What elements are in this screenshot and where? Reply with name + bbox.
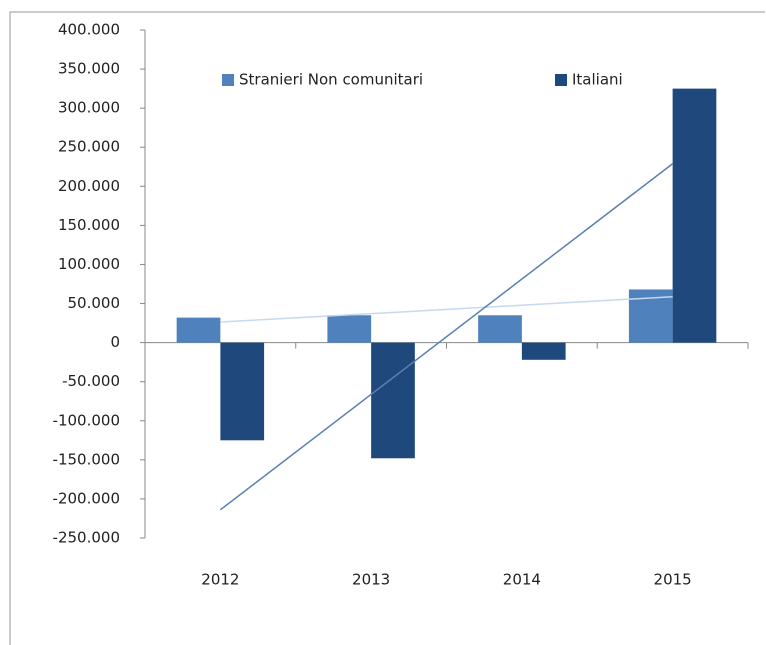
y-tick-label: 350.000 (58, 60, 120, 78)
bar (327, 315, 372, 343)
y-tick-label: 200.000 (58, 177, 120, 195)
trendline (219, 163, 674, 511)
trendline (220, 295, 673, 323)
y-tick-label: -100.000 (53, 411, 120, 429)
y-tick-label: 50.000 (68, 294, 121, 312)
legend-label: Italiani (572, 71, 623, 89)
bar (220, 342, 265, 441)
y-tick-label: 100.000 (58, 255, 120, 273)
y-tick-label: -150.000 (53, 450, 120, 468)
legend-swatch (555, 74, 567, 86)
bar (672, 88, 717, 343)
bar (371, 342, 415, 459)
legend-swatch (222, 74, 234, 86)
legend-label: Stranieri Non comunitari (239, 71, 423, 89)
y-tick-label: -50.000 (62, 372, 120, 390)
x-tick-label: 2012 (201, 571, 239, 589)
y-tick-label: -250.000 (53, 529, 120, 547)
y-tick-label: 300.000 (58, 99, 120, 117)
bar (521, 342, 566, 360)
chart-border (9, 11, 765, 645)
x-tick-label: 2013 (352, 571, 390, 589)
y-tick-label: 400.000 (58, 21, 120, 39)
x-tick-label: 2015 (654, 571, 692, 589)
y-tick-label: -200.000 (53, 489, 120, 507)
y-tick-label: 250.000 (58, 138, 120, 156)
y-tick-label: 150.000 (58, 216, 120, 234)
bar (478, 315, 522, 343)
x-tick-label: 2014 (503, 571, 541, 589)
bar (176, 317, 221, 343)
y-tick-label: 0 (110, 333, 120, 351)
